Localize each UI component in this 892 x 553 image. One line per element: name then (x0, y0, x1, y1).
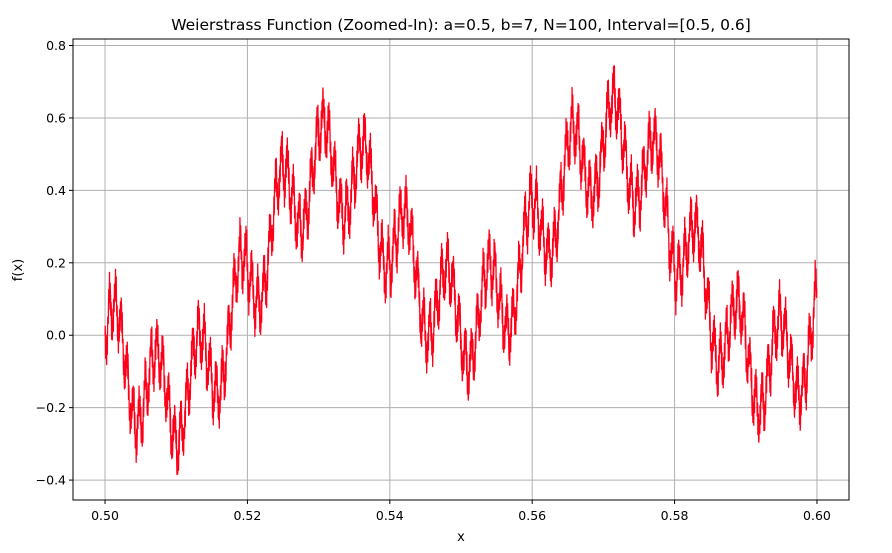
x-tick-label: 0.52 (234, 508, 262, 523)
plot-frame (72, 38, 850, 501)
y-axis-label: f(x) (11, 259, 26, 281)
x-tick-label: 0.60 (803, 508, 831, 523)
series-line (104, 65, 818, 475)
x-tick-label: 0.50 (91, 508, 119, 523)
x-tick-label: 0.58 (661, 508, 689, 523)
y-tick-label: −0.2 (36, 400, 66, 415)
x-axis-label: x (457, 530, 465, 545)
y-tick-label: 0.2 (46, 255, 66, 270)
plot-area (104, 65, 818, 475)
x-tick-label: 0.54 (376, 508, 404, 523)
y-tick-label: 0.8 (46, 38, 66, 53)
chart-title: Weierstrass Function (Zoomed-In): a=0.5,… (171, 16, 751, 34)
y-tick-label: 0.0 (46, 328, 66, 343)
x-tick-label: 0.56 (518, 508, 546, 523)
y-tick-label: 0.6 (46, 110, 66, 125)
y-tick-label: 0.4 (46, 183, 66, 198)
y-axis: −0.4 −0.2 0.0 0.2 0.4 0.6 0.8 (36, 38, 73, 488)
y-tick-label: −0.4 (36, 473, 66, 488)
x-axis: 0.50 0.52 0.54 0.56 0.58 0.60 (91, 500, 831, 523)
